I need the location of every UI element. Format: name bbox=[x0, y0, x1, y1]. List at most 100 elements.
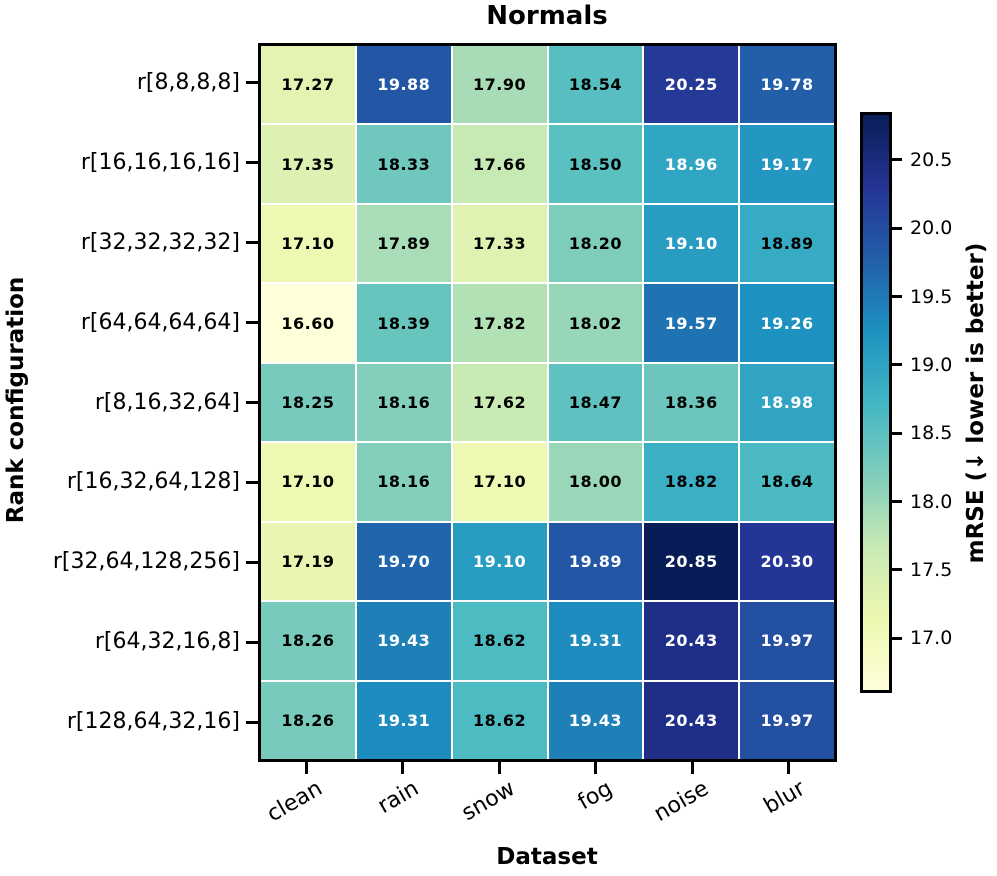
heatmap-cell: 19.70 bbox=[356, 522, 451, 601]
x-tick-label: blur bbox=[759, 776, 810, 820]
heatmap-cell: 17.90 bbox=[452, 46, 547, 124]
y-tick-mark bbox=[246, 640, 258, 644]
y-tick-mark bbox=[246, 720, 258, 724]
heatmap-cell: 18.89 bbox=[740, 204, 834, 283]
heatmap-cell: 18.16 bbox=[356, 443, 451, 521]
heatmap-cell: 19.57 bbox=[644, 284, 739, 362]
heatmap-cell: 17.10 bbox=[452, 443, 547, 521]
x-tick-mark bbox=[401, 762, 405, 774]
y-tick-label: r[32,64,128,256] bbox=[52, 549, 240, 575]
y-tick-label: r[32,32,32,32] bbox=[80, 229, 240, 255]
heatmap-cell: 17.10 bbox=[261, 204, 355, 283]
colorbar bbox=[860, 112, 892, 693]
y-tick-mark bbox=[246, 81, 258, 85]
heatmap-cell: 19.26 bbox=[740, 284, 834, 362]
heatmap-cell: 20.25 bbox=[644, 46, 739, 124]
heatmap-cell: 19.89 bbox=[548, 522, 643, 601]
colorbar-tick-label: 20.0 bbox=[910, 217, 953, 240]
heatmap-cell: 18.47 bbox=[548, 363, 643, 442]
colorbar-tick-mark bbox=[892, 500, 902, 504]
heatmap-cell: 19.97 bbox=[740, 681, 834, 759]
heatmap-cell: 18.36 bbox=[644, 363, 739, 442]
heatmap-cell: 18.64 bbox=[740, 443, 834, 521]
heatmap-cell: 17.66 bbox=[452, 125, 547, 203]
x-tick-label: rain bbox=[373, 776, 424, 819]
heatmap-cell: 18.00 bbox=[548, 443, 643, 521]
colorbar-tick-label: 17.5 bbox=[910, 558, 953, 581]
heatmap-cell: 18.39 bbox=[356, 284, 451, 362]
heatmap-cell: 18.54 bbox=[548, 46, 643, 124]
heatmap-cell: 18.62 bbox=[452, 602, 547, 680]
heatmap-cell: 19.10 bbox=[644, 204, 739, 283]
heatmap-cell: 16.60 bbox=[261, 284, 355, 362]
heatmap-cell: 17.62 bbox=[452, 363, 547, 442]
heatmap-cell: 17.33 bbox=[452, 204, 547, 283]
colorbar-tick-mark bbox=[892, 431, 902, 435]
y-tick-mark bbox=[246, 401, 258, 404]
colorbar-tick-label: 19.0 bbox=[910, 353, 953, 376]
x-tick-mark bbox=[594, 762, 598, 774]
heatmap-cell: 20.43 bbox=[644, 681, 739, 759]
heatmap-cell: 18.26 bbox=[261, 602, 355, 680]
colorbar-tick-mark bbox=[892, 295, 902, 299]
x-tick-label: fog bbox=[573, 776, 617, 816]
heatmap-cell: 19.88 bbox=[356, 46, 451, 124]
heatmap-cell: 17.89 bbox=[356, 204, 451, 283]
heatmap-cell: 20.43 bbox=[644, 602, 739, 680]
heatmap-cell: 19.97 bbox=[740, 602, 834, 680]
heatmap-cell: 19.31 bbox=[548, 602, 643, 680]
x-tick-label: snow bbox=[458, 776, 520, 827]
heatmap-cell: 18.26 bbox=[261, 681, 355, 759]
colorbar-tick-mark bbox=[892, 363, 902, 367]
heatmap-cell: 18.82 bbox=[644, 443, 739, 521]
y-tick-label: r[16,32,64,128] bbox=[66, 469, 240, 495]
colorbar-tick-label: 20.5 bbox=[910, 148, 953, 171]
heatmap-cell: 18.25 bbox=[261, 363, 355, 442]
colorbar-tick-mark bbox=[892, 158, 902, 162]
y-tick-mark bbox=[246, 241, 258, 245]
heatmap-cell: 20.30 bbox=[740, 522, 834, 601]
y-tick-mark bbox=[246, 480, 258, 484]
heatmap-cell: 17.10 bbox=[261, 443, 355, 521]
x-tick-mark bbox=[304, 762, 308, 774]
colorbar-tick-mark bbox=[892, 226, 902, 230]
x-tick-mark bbox=[787, 762, 791, 774]
heatmap-cell: 19.43 bbox=[356, 602, 451, 680]
x-tick-mark bbox=[690, 762, 694, 774]
heatmap-cell: 18.33 bbox=[356, 125, 451, 203]
y-tick-label: r[64,64,64,64] bbox=[80, 309, 240, 335]
colorbar-tick-label: 18.5 bbox=[910, 422, 953, 445]
colorbar-label: mRSE (↓ lower is better) bbox=[963, 242, 989, 564]
heatmap-cell: 17.27 bbox=[261, 46, 355, 124]
x-tick-label: clean bbox=[263, 776, 327, 828]
y-tick-label: r[8,8,8,8] bbox=[136, 69, 240, 95]
heatmap-cell: 19.10 bbox=[452, 522, 547, 601]
heatmap-cell: 17.35 bbox=[261, 125, 355, 203]
heatmap-cell: 18.62 bbox=[452, 681, 547, 759]
heatmap-cell: 18.02 bbox=[548, 284, 643, 362]
colorbar-tick-label: 17.0 bbox=[910, 627, 953, 650]
heatmap-plot-area: 17.27 19.88 17.90 18.54 20.25 19.78 17.35 18.33… bbox=[258, 43, 837, 762]
y-tick-mark bbox=[246, 321, 258, 325]
heatmap-cell: 17.19 bbox=[261, 522, 355, 601]
heatmap-cell: 18.16 bbox=[356, 363, 451, 442]
heatmap-cell: 19.43 bbox=[548, 681, 643, 759]
y-tick-mark bbox=[246, 560, 258, 564]
y-tick-label: r[8,16,32,64] bbox=[94, 389, 240, 415]
y-tick-label: r[64,32,16,8] bbox=[94, 629, 240, 655]
y-tick-mark bbox=[246, 161, 258, 165]
heatmap-cell: 17.82 bbox=[452, 284, 547, 362]
y-axis-label: Rank configuration bbox=[3, 276, 29, 524]
heatmap-cell: 20.85 bbox=[644, 522, 739, 601]
y-tick-label: r[128,64,32,16] bbox=[66, 709, 240, 735]
colorbar-tick-mark bbox=[892, 568, 902, 572]
heatmap-cell: 18.96 bbox=[644, 125, 739, 203]
heatmap-cell: 19.17 bbox=[740, 125, 834, 203]
y-tick-label: r[16,16,16,16] bbox=[80, 149, 240, 175]
heatmap-cell: 19.78 bbox=[740, 46, 834, 124]
x-tick-label: noise bbox=[649, 776, 713, 827]
x-tick-mark bbox=[497, 762, 501, 774]
heatmap-cell: 18.20 bbox=[548, 204, 643, 283]
heatmap-cell: 19.31 bbox=[356, 681, 451, 759]
